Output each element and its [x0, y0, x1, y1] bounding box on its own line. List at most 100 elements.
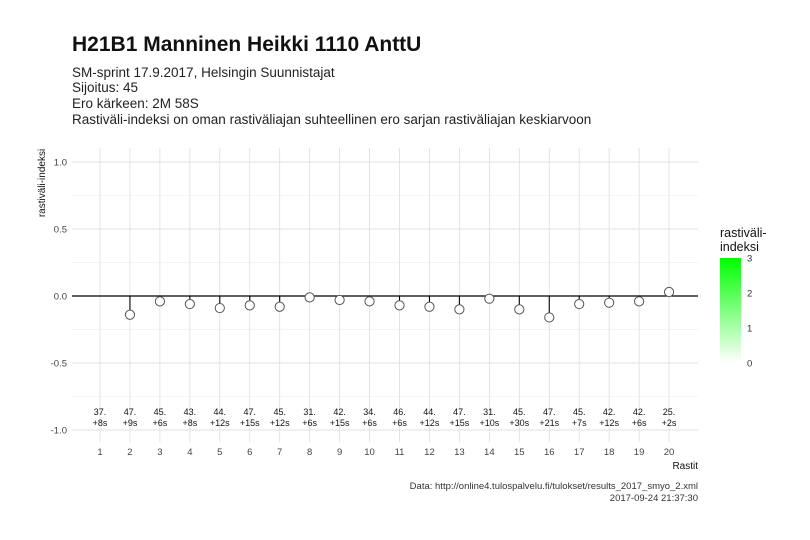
x-tick-label: 8	[307, 447, 312, 458]
control-diff-label: +9s	[123, 418, 138, 428]
x-tick-label: 12	[424, 447, 435, 458]
data-point	[484, 293, 495, 304]
x-tick-label: 19	[634, 447, 645, 458]
control-diff-label: +6s	[302, 418, 317, 428]
control-diff-label: +6s	[632, 418, 647, 428]
control-diff-label: +6s	[392, 418, 407, 428]
control-rank-label: 42.	[603, 407, 616, 417]
x-tick-label: 3	[157, 447, 162, 458]
control-rank-label: 44.	[423, 407, 436, 417]
control-rank-label: 44.	[214, 407, 227, 417]
subtitle-rank: Sijoitus: 45	[72, 80, 139, 95]
legend-tick-label: 1	[747, 324, 752, 335]
data-point	[514, 304, 525, 315]
data-point	[544, 312, 555, 323]
legend-color-bar	[720, 258, 741, 363]
x-tick-label: 13	[454, 447, 465, 458]
y-tick-label: 0.0	[54, 292, 67, 303]
control-rank-label: 31.	[303, 407, 316, 417]
data-point	[424, 301, 435, 312]
data-point	[574, 298, 585, 310]
y-axis-label: rastiväli-indeksi	[37, 149, 48, 217]
legend-title-line1: rastiväli-	[720, 226, 767, 240]
legend-title-line2: indeksi	[720, 240, 759, 254]
control-diff-label: +15s	[330, 418, 350, 428]
x-tick-label: 20	[664, 447, 675, 458]
x-tick-label: 5	[217, 447, 222, 458]
control-rank-label: 42.	[633, 407, 646, 417]
control-diff-label: +12s	[270, 418, 290, 428]
y-tick-label: 1.0	[54, 158, 67, 169]
x-tick-label: 6	[247, 447, 252, 458]
legend-tick-label: 3	[747, 254, 752, 265]
control-diff-label: +8s	[93, 418, 108, 428]
y-tick-label: -0.5	[51, 359, 67, 370]
x-tick-label: 11	[395, 447, 405, 458]
control-diff-label: +12s	[420, 418, 440, 428]
control-diff-label: +15s	[450, 418, 470, 428]
footer-source: Data: http://online4.tulospalvelu.fi/tul…	[409, 481, 698, 492]
subtitle-gap: Ero kärkeen: 2M 58S	[72, 96, 199, 111]
data-point	[634, 296, 645, 307]
x-tick-label: 9	[337, 447, 342, 458]
control-rank-label: 43.	[184, 407, 197, 417]
control-rank-label: 42.	[333, 407, 346, 417]
x-tick-label: 18	[604, 447, 615, 458]
data-point	[214, 302, 225, 314]
x-tick-label: 4	[187, 447, 192, 458]
data-point	[124, 309, 136, 320]
control-rank-label: 47.	[243, 407, 256, 417]
x-tick-label: 7	[277, 447, 282, 458]
data-point	[274, 301, 285, 312]
legend-tick-label: 2	[747, 289, 752, 300]
control-diff-label: +12s	[210, 418, 230, 428]
x-tick-label: 15	[514, 447, 525, 458]
control-diff-label: +2s	[662, 418, 677, 428]
control-rank-label: 47.	[543, 407, 556, 417]
x-tick-label: 10	[364, 447, 375, 458]
control-rank-label: 45.	[573, 407, 586, 417]
control-rank-label: 34.	[363, 407, 376, 417]
x-tick-label: 14	[484, 447, 495, 458]
control-diff-label: +10s	[479, 418, 499, 428]
data-point	[184, 298, 195, 310]
x-tick-label: 16	[544, 447, 555, 458]
y-tick-label: -1.0	[51, 426, 67, 437]
control-diff-label: +30s	[509, 418, 529, 428]
subtitle-event: SM-sprint 17.9.2017, Helsingin Suunnista…	[72, 65, 335, 80]
legend-tick-label: 0	[747, 359, 752, 370]
control-diff-label: +6s	[362, 418, 377, 428]
control-diff-label: +21s	[539, 418, 559, 428]
data-point	[244, 300, 255, 311]
control-rank-label: 25.	[663, 407, 676, 417]
control-rank-label: 45.	[154, 407, 167, 417]
data-point	[154, 296, 165, 307]
data-point	[334, 294, 345, 306]
control-diff-label: +7s	[572, 418, 587, 428]
control-diff-label: +8s	[182, 418, 197, 428]
control-rank-label: 47.	[453, 407, 466, 417]
x-tick-label: 1	[97, 447, 102, 458]
x-axis-label: Rastit	[672, 461, 698, 472]
legend-title: rastiväli- indeksi	[720, 226, 790, 254]
control-diff-label: +12s	[599, 418, 619, 428]
subtitle-description: Rastiväli-indeksi on oman rastiväliajan …	[72, 112, 592, 127]
data-point	[304, 292, 315, 303]
data-point	[364, 296, 375, 307]
x-tick-label: 17	[574, 447, 585, 458]
control-rank-label: 46.	[393, 407, 406, 417]
control-rank-label: 47.	[124, 407, 137, 417]
data-point	[454, 304, 465, 315]
data-point	[394, 300, 405, 311]
control-diff-label: +6s	[153, 418, 168, 428]
control-rank-label: 31.	[483, 407, 496, 417]
footer-timestamp: 2017-09-24 21:37:30	[609, 493, 698, 504]
chart-title: H21B1 Manninen Heikki 1110 AnttU	[72, 33, 422, 56]
control-diff-label: +15s	[240, 418, 260, 428]
control-rank-label: 45.	[513, 407, 526, 417]
x-tick-label: 2	[127, 447, 132, 458]
data-point	[663, 286, 675, 298]
control-rank-label: 37.	[94, 407, 107, 417]
data-point	[604, 297, 615, 308]
